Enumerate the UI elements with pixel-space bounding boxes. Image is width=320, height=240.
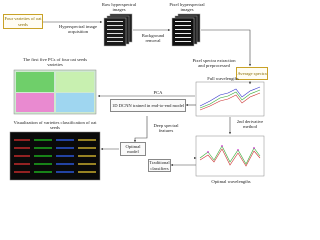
deep-features-label: Deep spectral features [153,123,179,134]
visualization-image [9,131,101,181]
diagram-graphics [9,13,265,181]
arrows [43,20,252,167]
traditional-box: Traditional classifiers [148,159,171,172]
visualization-label: Visualization of varieties classificatio… [13,120,97,131]
pixel-images-label: Pixel hyperspectral images [169,2,205,13]
dcnn-box: 1D DCNN trained in end-to-end model [110,99,186,112]
optimal-model-box: Optimal model [120,142,146,156]
first-pcs-label: The first five PCs of four oat seeds var… [22,57,88,68]
average-spectra-box: Average spectra [236,67,268,80]
full-wavelength-plot [195,81,265,117]
spectra-extraction-label: Pixel spectra extraction and preprocesse… [192,58,236,69]
raw-images-label: Raw hyperspectral images [101,2,137,13]
acquisition-label: Hyperspectral image acquisition [58,24,98,35]
full-wavelengths-label: Full wavelengths [207,76,239,81]
background-removal-label: Background removal [141,33,165,44]
pc-images [13,69,97,115]
optimal-wavelengths-label: Optimal wavelengths [211,179,251,184]
derivative-label: 2nd derivative method [236,119,264,130]
pca-label: PCA [153,90,163,95]
seeds-label: Four varieties of oat seeds [3,14,43,29]
pixel-images [171,13,201,47]
flowchart: Four varieties of oat seeds Hyperspectra… [3,2,268,184]
optimal-wavelength-plot [195,135,265,177]
raw-images [103,13,133,47]
